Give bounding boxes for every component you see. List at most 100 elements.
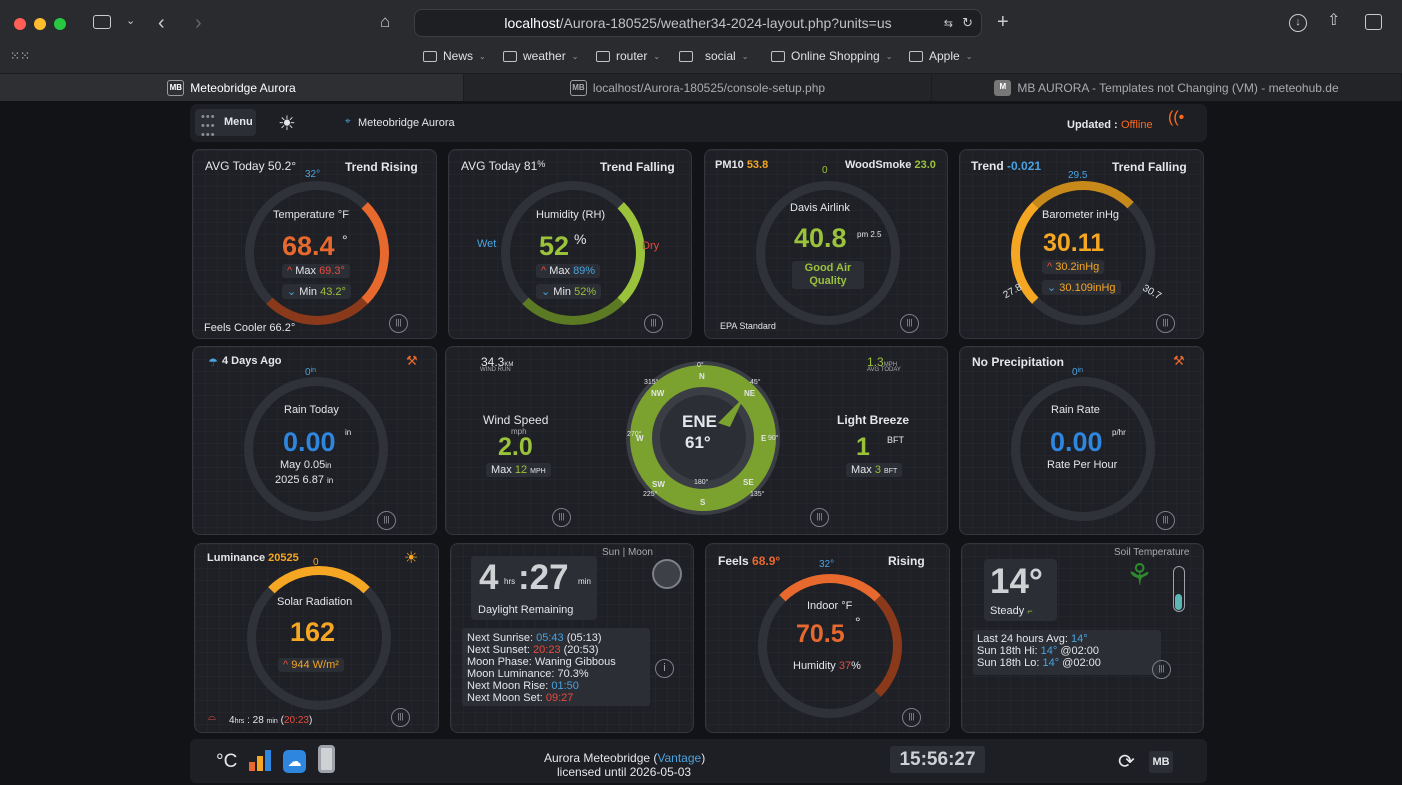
tab-meteohub-forum[interactable]: M MB AURORA - Templates not Changing (VM)…	[932, 74, 1402, 102]
chart-icon[interactable]: |||	[552, 508, 571, 527]
back-icon[interactable]: ‹	[158, 12, 165, 34]
tab-overview-icon[interactable]	[1365, 14, 1382, 30]
humidity-dry-label: Dry	[642, 240, 660, 252]
chart-icon[interactable]: |||	[900, 314, 919, 333]
rain-tool-icon[interactable]: ⚒	[406, 353, 418, 368]
close-window-button[interactable]	[14, 18, 26, 30]
bookmarks-bar: ⁙⁙ News ⌄ weather ⌄ router ⌄ social ⌄ Online…	[0, 45, 1402, 69]
bookmark-apple[interactable]: Apple ⌄	[909, 49, 972, 63]
humidity-value: 52	[539, 231, 570, 261]
wind-max: Max 12 MPH	[486, 463, 551, 477]
browser-chrome: ⌄ ‹ › ⌂ localhost/Aurora-180525/weather3…	[0, 0, 1402, 102]
rain-year: 2025 6.87 in	[275, 474, 334, 486]
chart-icon[interactable]: |||	[377, 511, 396, 530]
solar-gauge	[247, 566, 391, 710]
downloads-icon[interactable]: ↓	[1289, 14, 1307, 32]
zoom-window-button[interactable]	[54, 18, 66, 30]
daylight-min-unit: min	[578, 577, 591, 586]
sun-moon-details: Next Sunrise: 05:43 (05:13) Next Sunset:…	[462, 628, 650, 706]
soil-hi: Sun 18th Hi: 14° @02:00	[977, 645, 1100, 657]
compass-90: 90°	[768, 435, 779, 442]
forward-icon[interactable]: ›	[195, 12, 202, 34]
url-host: localhost	[504, 15, 560, 31]
reload-icon[interactable]: ↻	[962, 15, 973, 30]
airlink-title: Davis Airlink	[790, 202, 850, 214]
temperature-value: 68.4	[282, 231, 335, 261]
menu-button[interactable]: ••• ••• ••• Menu	[195, 109, 256, 141]
compass-center	[660, 395, 746, 481]
rain-rate-label: Rate Per Hour	[1047, 459, 1118, 471]
wind-run-label: WIND RUN	[480, 367, 511, 373]
translate-icon[interactable]: ⇆	[943, 17, 953, 30]
home-icon[interactable]: ⌂	[380, 12, 391, 31]
sun-theme-icon[interactable]: ☀	[278, 113, 296, 135]
compass-s: S	[700, 498, 706, 507]
folder-icon	[596, 50, 610, 62]
bookmark-weather[interactable]: weather ⌄	[503, 49, 578, 63]
chart-icon[interactable]: |||	[1156, 314, 1175, 333]
chart-icon[interactable]: |||	[810, 508, 829, 527]
compass-225: 225°	[643, 491, 658, 498]
chart-icon[interactable]: |||	[902, 708, 921, 727]
share-icon[interactable]: ⇧	[1327, 12, 1341, 29]
barometer-high: 30.7	[1140, 282, 1163, 303]
location-pin-icon: ⌖	[345, 116, 351, 127]
sunset-icon: ⌓	[208, 712, 216, 723]
chart-icon[interactable]: |||	[1156, 511, 1175, 530]
soil-value: 14°	[990, 562, 1043, 601]
plant-icon: ⚘	[1126, 559, 1153, 592]
chart-icon[interactable]: |||	[1152, 660, 1171, 679]
next-sunrise: Next Sunrise: 05:43 (05:13)	[467, 632, 602, 644]
temperature-card: AVG Today 50.2° Trend Rising 32° Tempera…	[192, 149, 437, 339]
arrow-down-icon: ⌄	[1047, 282, 1060, 294]
pm10: PM10 53.8	[715, 159, 769, 171]
charts-app-icon[interactable]	[249, 749, 271, 771]
celsius-toggle[interactable]: °C	[216, 751, 238, 772]
indoor-unit: °	[855, 614, 861, 630]
address-bar[interactable]: localhost/Aurora-180525/weather34-2024-l…	[414, 9, 982, 37]
rain-tool-icon[interactable]: ⚒	[1173, 353, 1185, 368]
compass-45: 45°	[750, 379, 761, 386]
bookmark-news[interactable]: News ⌄	[423, 49, 486, 63]
footer-license-line1: Aurora Meteobridge (Vantage)	[544, 751, 706, 765]
wind-degrees: 61°	[685, 433, 711, 452]
arrow-up-icon: ^	[287, 265, 296, 277]
weather-app-icon[interactable]: ☁	[283, 750, 306, 773]
compass-315: 315°	[644, 379, 659, 386]
tab-meteobridge-aurora[interactable]: MB Meteobridge Aurora	[0, 74, 464, 102]
new-tab-icon[interactable]: +	[997, 11, 1009, 33]
station-name: Meteobridge Aurora	[358, 117, 455, 129]
folder-icon	[679, 50, 693, 62]
watch-app-icon[interactable]	[318, 745, 335, 773]
apps-grid-icon[interactable]: ⁙⁙	[10, 49, 31, 63]
bookmark-online-shopping[interactable]: Online Shopping ⌄	[771, 49, 892, 63]
wind-speed-unit: mph	[511, 427, 527, 436]
chart-icon[interactable]: |||	[389, 314, 408, 333]
folder-icon	[771, 50, 785, 62]
humidity-wet-label: Wet	[477, 238, 497, 250]
bookmark-router[interactable]: router ⌄	[596, 49, 660, 63]
feels-like: Feels Cooler 66.2°	[204, 322, 296, 334]
chart-icon[interactable]: |||	[644, 314, 663, 333]
gauge-top-value: 0	[822, 165, 828, 176]
wind-avg: 1.3MPH	[867, 355, 898, 369]
tab-console-setup[interactable]: MB localhost/Aurora-180525/console-setup.…	[464, 74, 932, 102]
rain-gauge	[244, 377, 388, 521]
refresh-icon[interactable]: ⟳	[1118, 751, 1135, 773]
chart-icon[interactable]: |||	[391, 708, 410, 727]
indoor-gauge	[758, 574, 902, 718]
arrow-up-icon: ^	[1047, 261, 1056, 273]
bookmark-social[interactable]: social ⌄	[679, 49, 748, 63]
minimize-window-button[interactable]	[34, 18, 46, 30]
chevron-down-icon[interactable]: ⌄	[126, 15, 136, 27]
info-icon[interactable]: i	[655, 659, 674, 678]
wind-direction-pointer	[718, 397, 744, 427]
mb-logo[interactable]: MB	[1149, 751, 1173, 773]
wind-speed-label: Wind Speed	[483, 413, 549, 427]
compass-ne: NE	[744, 389, 756, 398]
gauge-top-value: 0in	[305, 367, 317, 378]
wind-card: 34.3KM WIND RUN 1.3MPH AVG TODAY Wind Sp…	[445, 346, 948, 535]
sidebar-toggle-icon[interactable]	[93, 15, 111, 29]
temperature-avg: AVG Today 50.2°	[205, 159, 297, 173]
compass-n: N	[699, 372, 705, 381]
